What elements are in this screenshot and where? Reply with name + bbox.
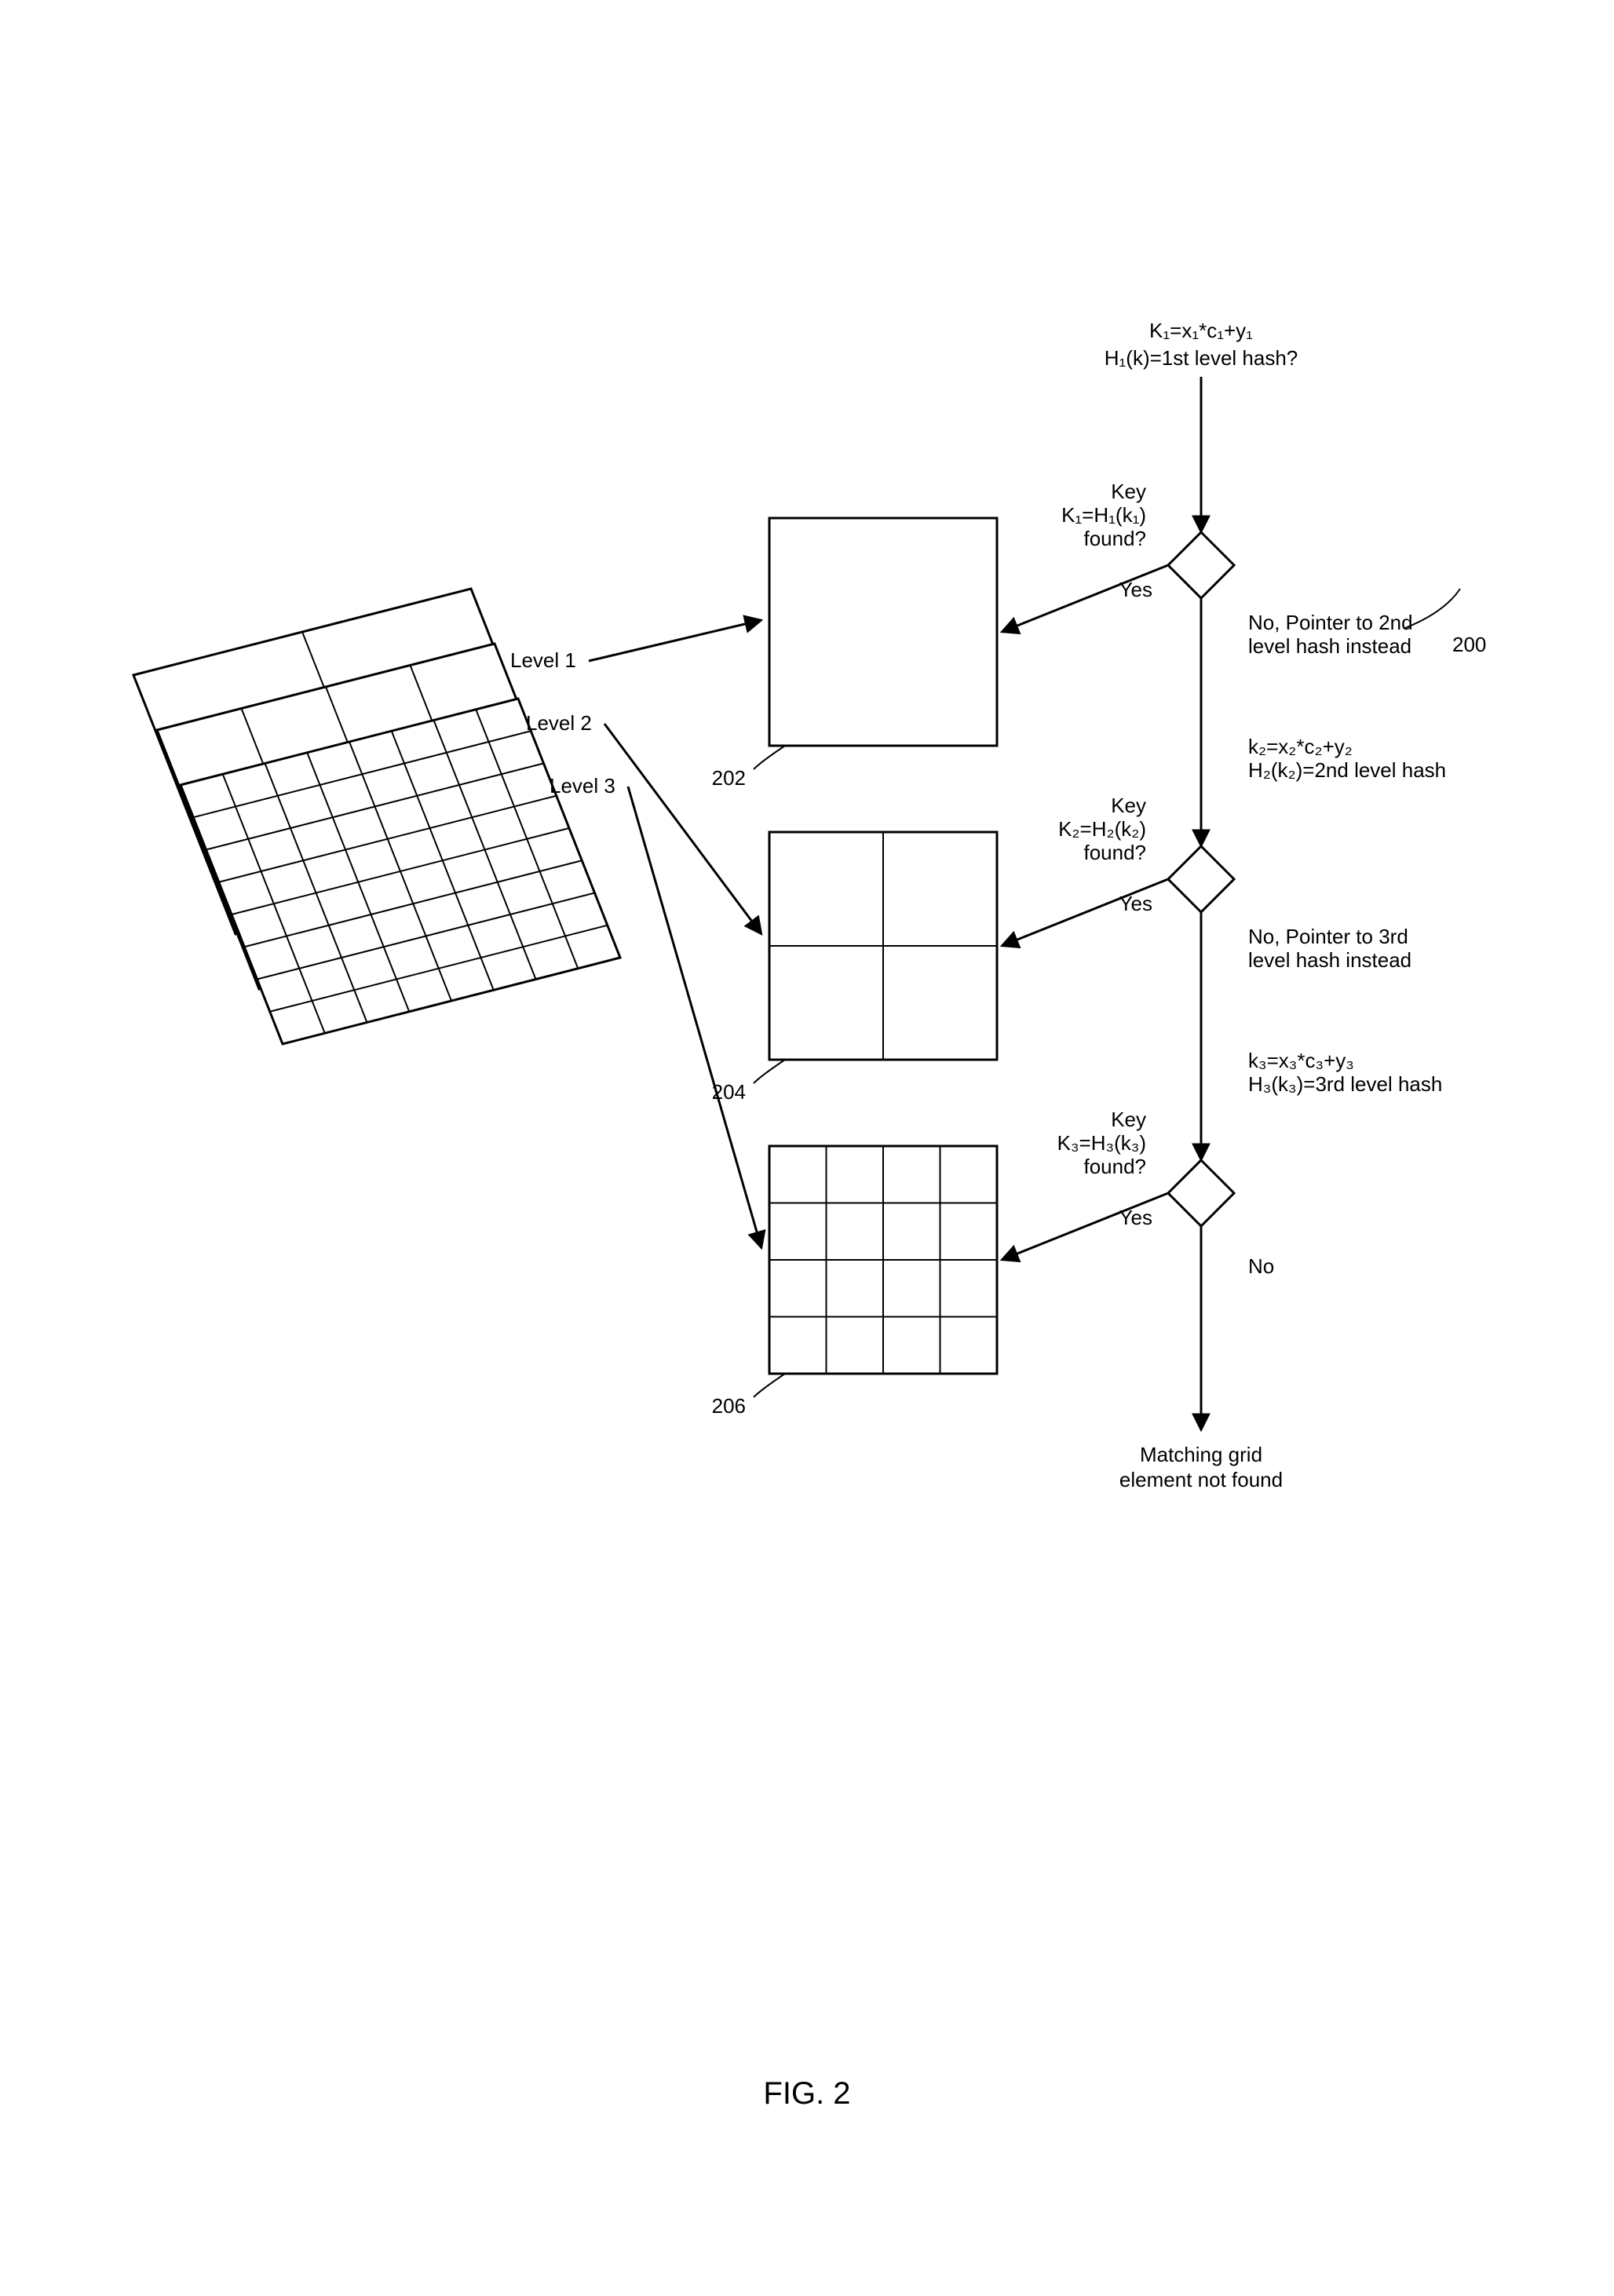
key-label-3-l3: found?: [1083, 1155, 1146, 1178]
level-label-2: Level 2: [526, 711, 592, 735]
key-label-1-l3: found?: [1083, 527, 1146, 550]
level-label-1: Level 1: [510, 648, 576, 672]
no-label-3: No: [1248, 1254, 1274, 1278]
figure-caption: FIG. 2: [763, 2076, 850, 2111]
key-label-2-l2: K₂=H₂(k₂): [1058, 817, 1146, 841]
no-label-1-l1: No, Pointer to 2nd: [1248, 611, 1413, 634]
yes-label-1: Yes: [1119, 578, 1152, 601]
no-label-2-l1: No, Pointer to 3rd: [1248, 925, 1408, 948]
isometric-grid-stack: Level 1 Level 2 Level 3: [133, 589, 761, 1248]
formula-line2: H₁(k)=1st level hash?: [1105, 346, 1298, 370]
next-formula-1-l1: k₂=x₂*c₂+y₂: [1248, 735, 1353, 758]
next-formula-2-l2: H₃(k₃)=3rd level hash: [1248, 1072, 1442, 1096]
yes-label-2: Yes: [1119, 892, 1152, 915]
figure-ref: 200: [1452, 633, 1486, 656]
decision-diamond: [1168, 1160, 1234, 1226]
level-label-3: Level 3: [550, 774, 615, 798]
grid-ref-1: 202: [712, 766, 746, 790]
no-label-2-l2: level hash instead: [1248, 948, 1411, 972]
yes-label-3: Yes: [1119, 1206, 1152, 1229]
next-formula-1-l2: H₂(k₂)=2nd level hash: [1248, 758, 1446, 782]
level-arrow-2: [604, 724, 761, 934]
grid-ref-2: 204: [712, 1080, 746, 1104]
diagram-canvas: Level 1 Level 2 Level 3 202 204 206 K₁=x₁*c₁…: [0, 0, 1614, 2296]
flat-grid-column: 202 204 206: [712, 518, 997, 1418]
flat-grid-2: 204: [712, 832, 997, 1104]
decision-diamond: [1168, 532, 1234, 598]
grid-ref-3: 206: [712, 1394, 746, 1418]
key-label-1-l2: K₁=H₁(k₁): [1061, 503, 1146, 527]
not-found-l2: element not found: [1119, 1468, 1283, 1491]
flat-grid-3: 206: [712, 1146, 997, 1418]
decision-diamond: [1168, 846, 1234, 912]
key-label-2-l1: Key: [1111, 794, 1146, 817]
flat-grid-1: 202: [712, 518, 997, 790]
no-label-1-l2: level hash instead: [1248, 634, 1411, 658]
next-formula-2-l1: k₃=x₃*c₃+y₃: [1248, 1049, 1354, 1072]
key-label-1-l1: Key: [1111, 480, 1146, 503]
key-label-3-l2: K₃=H₃(k₃): [1057, 1131, 1146, 1155]
key-label-2-l3: found?: [1083, 841, 1146, 864]
formula-line1: K₁=x₁*c₁+y₁: [1149, 319, 1253, 342]
not-found-l1: Matching grid: [1140, 1443, 1262, 1466]
level-arrow-3: [628, 787, 761, 1248]
flowchart: K₁=x₁*c₁+y₁H₁(k)=1st level hash?200KeyK₁…: [1002, 319, 1486, 1491]
level-arrow-1: [589, 620, 761, 661]
key-label-3-l1: Key: [1111, 1108, 1146, 1131]
